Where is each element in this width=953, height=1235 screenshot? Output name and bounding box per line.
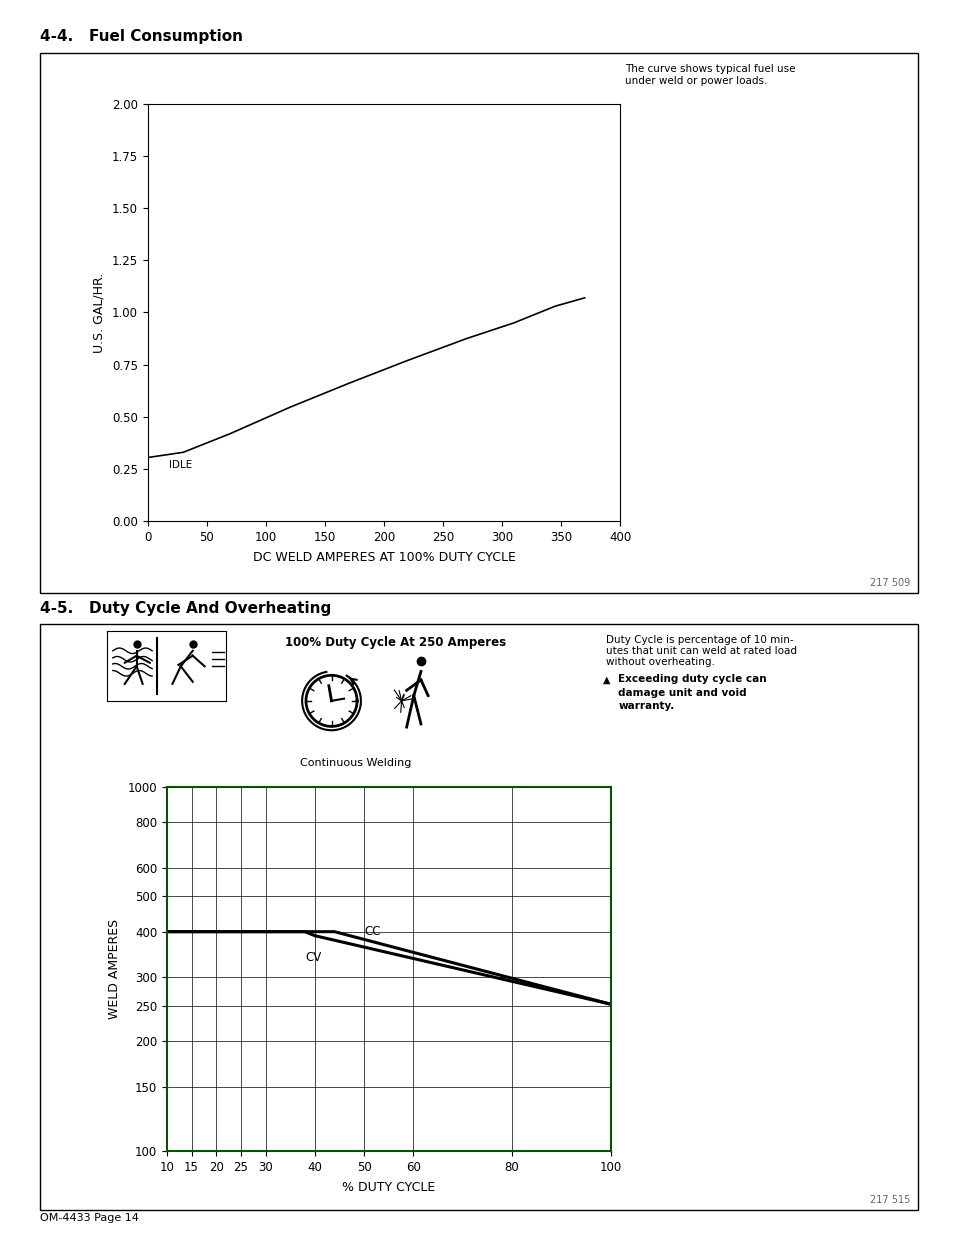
Text: without overheating.: without overheating. bbox=[605, 657, 714, 667]
Text: 4-5.   Duty Cycle And Overheating: 4-5. Duty Cycle And Overheating bbox=[40, 601, 331, 616]
Text: Duty Cycle is percentage of 10 min-: Duty Cycle is percentage of 10 min- bbox=[605, 635, 793, 645]
Text: Continuous Welding: Continuous Welding bbox=[300, 758, 411, 768]
Text: CV: CV bbox=[305, 951, 321, 963]
Text: CC: CC bbox=[364, 925, 380, 937]
X-axis label: % DUTY CYCLE: % DUTY CYCLE bbox=[342, 1181, 435, 1194]
X-axis label: DC WELD AMPERES AT 100% DUTY CYCLE: DC WELD AMPERES AT 100% DUTY CYCLE bbox=[253, 551, 515, 564]
Text: 217 515: 217 515 bbox=[869, 1195, 909, 1205]
Text: !: ! bbox=[71, 666, 80, 685]
Text: utes that unit can weld at rated load: utes that unit can weld at rated load bbox=[605, 646, 796, 656]
Text: 100% Duty Cycle At 250 Amperes: 100% Duty Cycle At 250 Amperes bbox=[285, 636, 506, 650]
Text: 4-4.   Fuel Consumption: 4-4. Fuel Consumption bbox=[40, 30, 243, 44]
Text: OM-4433 Page 14: OM-4433 Page 14 bbox=[40, 1213, 139, 1223]
Y-axis label: WELD AMPERES: WELD AMPERES bbox=[108, 919, 120, 1019]
Text: The curve shows typical fuel use
under weld or power loads.: The curve shows typical fuel use under w… bbox=[624, 64, 795, 85]
Text: ▲: ▲ bbox=[602, 674, 610, 684]
Text: Exceeding duty cycle can
damage unit and void
warranty.: Exceeding duty cycle can damage unit and… bbox=[618, 674, 766, 710]
Text: 217 509: 217 509 bbox=[869, 578, 909, 588]
Y-axis label: U.S. GAL/HR.: U.S. GAL/HR. bbox=[92, 273, 105, 352]
Text: IDLE: IDLE bbox=[169, 459, 193, 469]
